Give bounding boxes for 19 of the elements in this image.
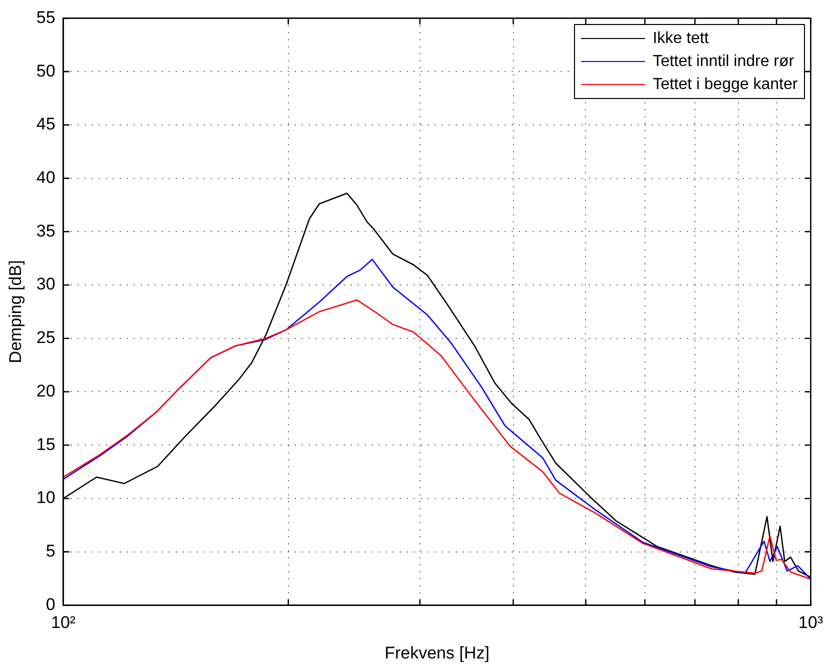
legend-label: Tettet inntil indre rør: [652, 52, 794, 71]
y-tick-label: 10: [36, 488, 56, 508]
y-axis-title: Demping [dB]: [6, 260, 25, 364]
y-tick-label: 45: [36, 114, 56, 134]
x-axis-title: Frekvens [Hz]: [384, 643, 490, 662]
y-tick-label: 30: [36, 274, 56, 294]
y-tick-label: 40: [36, 168, 56, 187]
y-tick-label: 35: [36, 221, 56, 240]
legend-label: Tettet i begge kanter: [652, 76, 798, 94]
y-tick-label: 0: [46, 594, 56, 614]
x-tick-label: 10²: [51, 613, 76, 632]
legend-label: Ikke tett: [652, 30, 709, 48]
y-tick-label: 25: [36, 328, 56, 348]
y-tick-label: 20: [36, 381, 56, 400]
y-tick-label: 5: [46, 542, 56, 561]
y-tick-label: 15: [36, 434, 56, 454]
y-tick-label: 55: [36, 8, 56, 27]
y-tick-label: 50: [36, 61, 56, 80]
x-tick-label: 10³: [798, 613, 824, 632]
